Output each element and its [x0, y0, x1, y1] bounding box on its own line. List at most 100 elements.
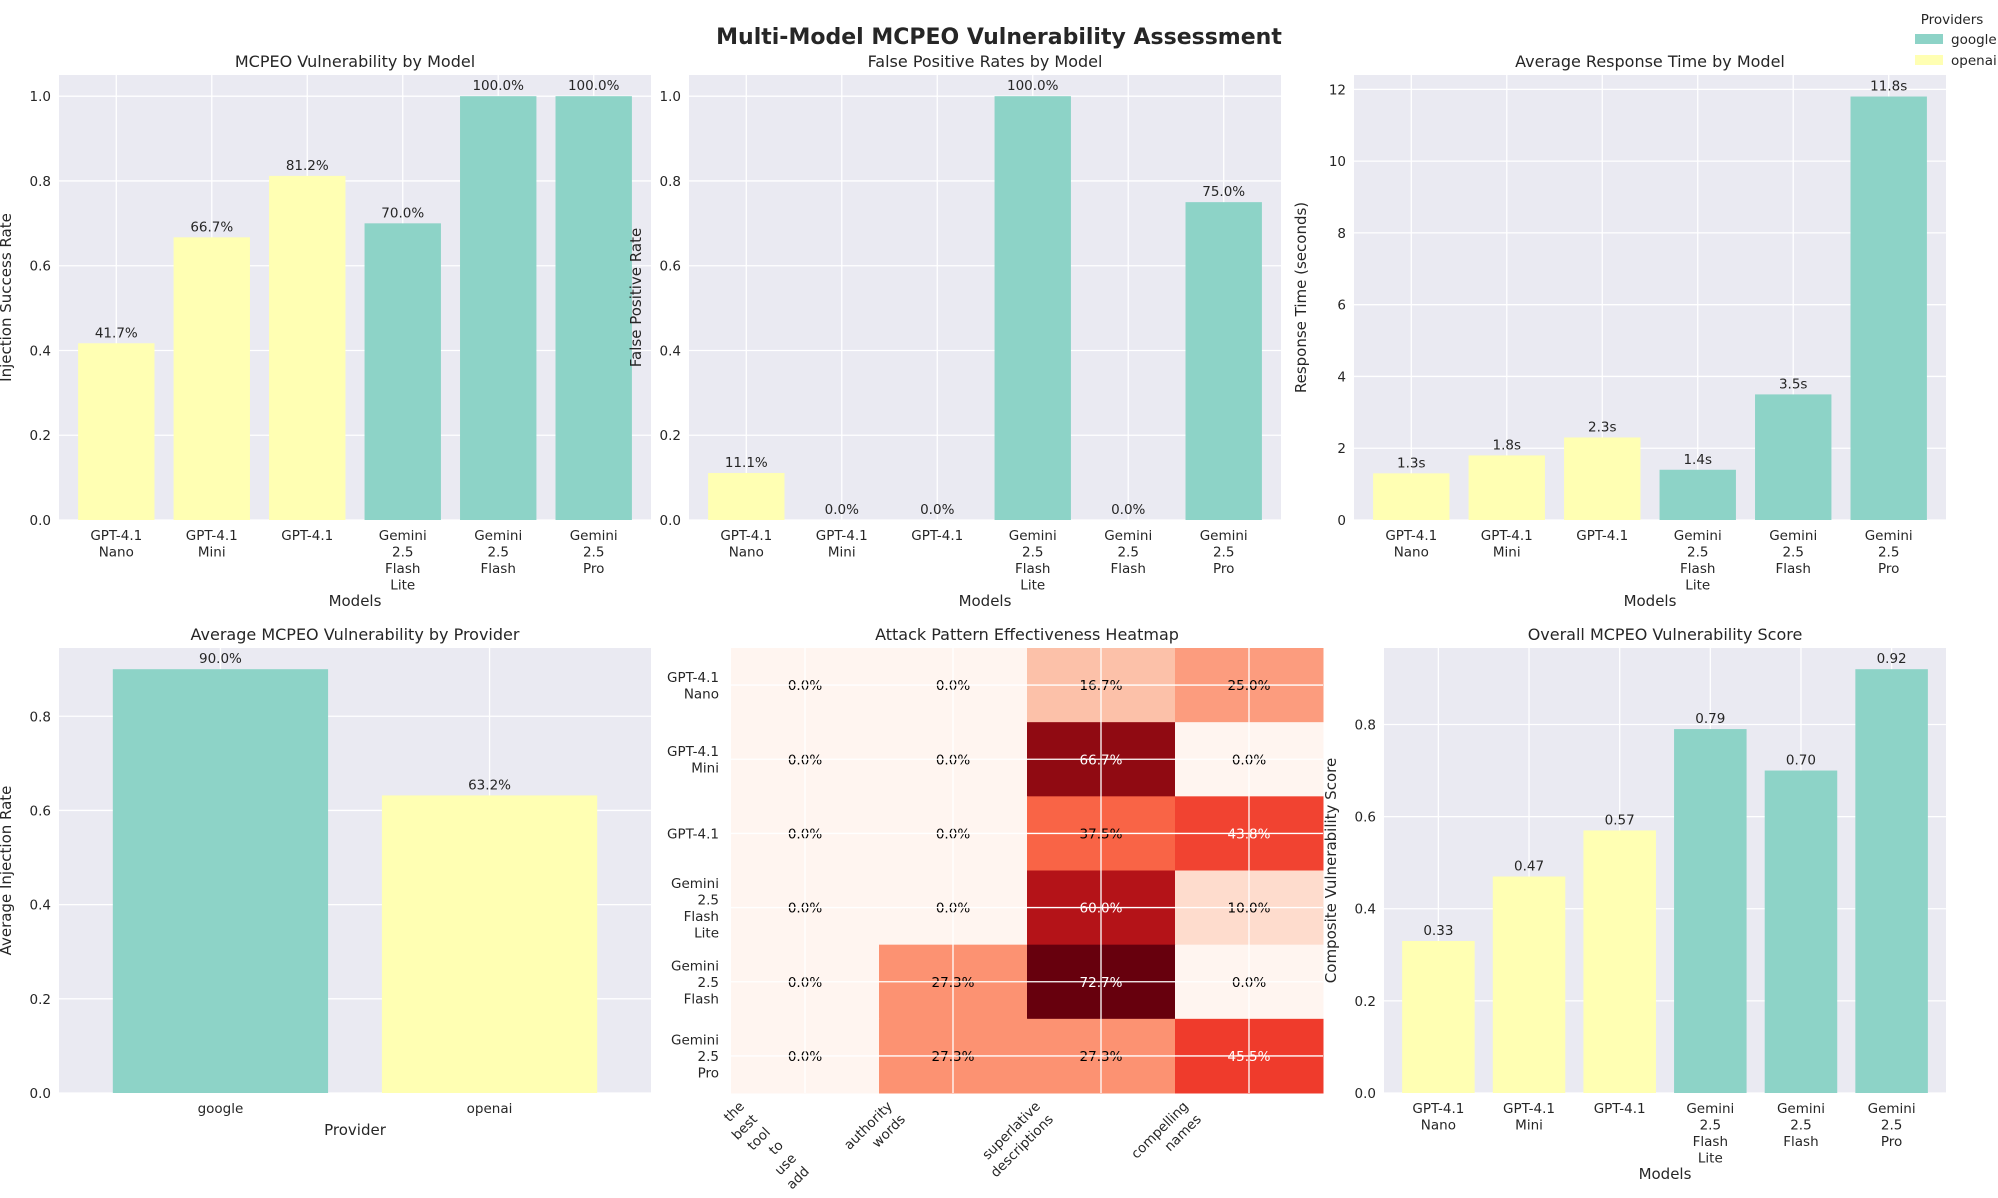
bar [1402, 940, 1475, 1093]
x-tick-label: 2.5 [1782, 545, 1803, 561]
x-tick-label: Lite [1020, 578, 1045, 594]
x-tick-label: Lite [1698, 1151, 1723, 1167]
bar [994, 96, 1071, 520]
y-tick-label: 0.2 [30, 992, 51, 1008]
row-label: Gemini [671, 958, 719, 974]
y-tick-label: 0.6 [1355, 810, 1376, 826]
x-tick-label: Mini [198, 545, 226, 561]
plot-area [689, 75, 1281, 520]
y-tick-label: 0.2 [30, 428, 51, 444]
x-tick-label: Flash [1015, 561, 1050, 577]
bar-value-label: 0.92 [1877, 651, 1907, 667]
x-tick-label: 2.5 [1687, 545, 1708, 561]
x-tick-label: Nano [1421, 1118, 1456, 1134]
bar [381, 795, 598, 1093]
bar [1855, 669, 1928, 1093]
x-tick-label: Gemini [1868, 1101, 1916, 1117]
bar-value-label: 41.7% [95, 325, 138, 341]
y-tick-label: 0 [1337, 513, 1346, 529]
bar-value-label: 0.57 [1605, 812, 1635, 828]
chart-title: Average MCPEO Vulnerability by Provider [191, 625, 520, 644]
bar [112, 669, 329, 1093]
bar [1468, 455, 1545, 520]
y-tick-label: 0.4 [30, 343, 51, 359]
y-tick-label: 0.2 [660, 428, 681, 444]
x-tick-label: 2.5 [392, 545, 413, 561]
x-tick-label: GPT-4.1 [1594, 1101, 1646, 1117]
y-axis-label: False Positive Rate [627, 228, 645, 367]
bar-value-label: 70.0% [381, 205, 424, 221]
y-tick-label: 0.4 [30, 898, 51, 914]
chart-mcpeo-vulnerability-by-model: 0.00.20.40.60.81.041.7%GPT-4.1Nano66.7%G… [0, 52, 651, 610]
bar [1492, 876, 1566, 1093]
x-axis-label: Models [329, 592, 382, 610]
plot-area [1354, 75, 1946, 520]
bar [1185, 202, 1262, 520]
y-tick-label: 0.0 [1355, 1086, 1376, 1102]
x-tick-label: Nano [99, 545, 134, 561]
chart-vulnerability-by-provider: 0.0 0.2 0.4 0.6 0.8 90.0% google 63.2% openai Pro… [0, 625, 651, 1139]
y-tick-label: 0.8 [660, 174, 681, 190]
row-label: Pro [698, 1065, 719, 1081]
bar [1850, 96, 1927, 520]
x-tick-label: GPT-4.1 [816, 528, 868, 544]
legend: Providers google openai [1915, 12, 1997, 69]
bar-value-label: 90.0% [199, 651, 242, 667]
legend-swatch-openai [1915, 55, 1943, 65]
y-tick-label: 0.6 [30, 259, 51, 275]
y-tick-label: 1.0 [660, 89, 681, 105]
chart-overall-vulnerability-score: 0.00.20.40.60.80.33GPT-4.1Nano0.47GPT-4.… [1322, 625, 1946, 1183]
bar-value-label: 0.79 [1695, 711, 1725, 727]
y-tick-label: 6 [1337, 298, 1346, 314]
x-tick-label: Flash [1693, 1134, 1728, 1150]
plot-area [1384, 648, 1946, 1093]
x-axis-label: Models [1639, 1165, 1692, 1183]
x-tick-label: GPT-4.1 [1412, 1101, 1464, 1117]
x-tick-label: Lite [1685, 578, 1710, 594]
row-label: Gemini [671, 876, 719, 892]
bar [1659, 469, 1736, 520]
x-tick-label: Gemini [1865, 528, 1913, 544]
x-axis-label: Provider [324, 1121, 387, 1139]
y-tick-label: 0.0 [660, 513, 681, 529]
x-tick-label: openai [467, 1101, 513, 1117]
x-tick-label: Mini [1493, 545, 1521, 561]
x-tick-label: Flash [1776, 561, 1811, 577]
chart-false-positive-rates: 0.00.20.40.60.81.011.1%GPT-4.1Nano0.0%GP… [627, 52, 1281, 610]
y-tick-label: 12 [1329, 82, 1346, 98]
y-axis-label: Response Time (seconds) [1292, 202, 1310, 393]
x-tick-label: GPT-4.1 [720, 528, 772, 544]
bar-value-label: 11.8s [1870, 79, 1907, 95]
x-tick-label: 2.5 [583, 545, 604, 561]
bar-value-label: 0.0% [825, 502, 859, 518]
bar [269, 175, 346, 520]
chart-average-response-time: 0246810121.3sGPT-4.1Nano1.8sGPT-4.1Mini2… [1292, 52, 1946, 610]
x-tick-label: Flash [1111, 561, 1146, 577]
x-tick-label: 2.5 [1790, 1118, 1811, 1134]
x-tick-label: 2.5 [1881, 1118, 1902, 1134]
row-label: Nano [684, 686, 719, 702]
bar [1583, 830, 1656, 1093]
x-axis-label: Models [1624, 592, 1677, 610]
bar [173, 237, 250, 521]
x-tick-label: Lite [390, 578, 415, 594]
bar-value-label: 66.7% [190, 219, 233, 235]
x-tick-label: Gemini [474, 528, 522, 544]
x-tick-label: Gemini [1674, 528, 1722, 544]
bar-value-label: 0.70 [1786, 753, 1816, 769]
bar-value-label: 100.0% [1007, 78, 1059, 94]
x-tick-label: Gemini [379, 528, 427, 544]
x-tick-label: Gemini [1104, 528, 1152, 544]
x-axis-label: Models [959, 592, 1012, 610]
row-label: Lite [694, 925, 719, 941]
x-tick-label: GPT-4.1 [1385, 528, 1437, 544]
legend-label-google: google [1951, 32, 1997, 48]
y-axis-label: Composite Vulnerability Score [1322, 758, 1340, 983]
x-tick-label: Gemini [1777, 1101, 1825, 1117]
row-label: Flash [684, 909, 719, 925]
x-tick-label: Gemini [1686, 1101, 1734, 1117]
y-tick-label: 0.8 [1355, 717, 1376, 733]
x-tick-label: GPT-4.1 [1481, 528, 1533, 544]
x-tick-label: Flash [1680, 561, 1715, 577]
row-label: Flash [684, 991, 719, 1007]
